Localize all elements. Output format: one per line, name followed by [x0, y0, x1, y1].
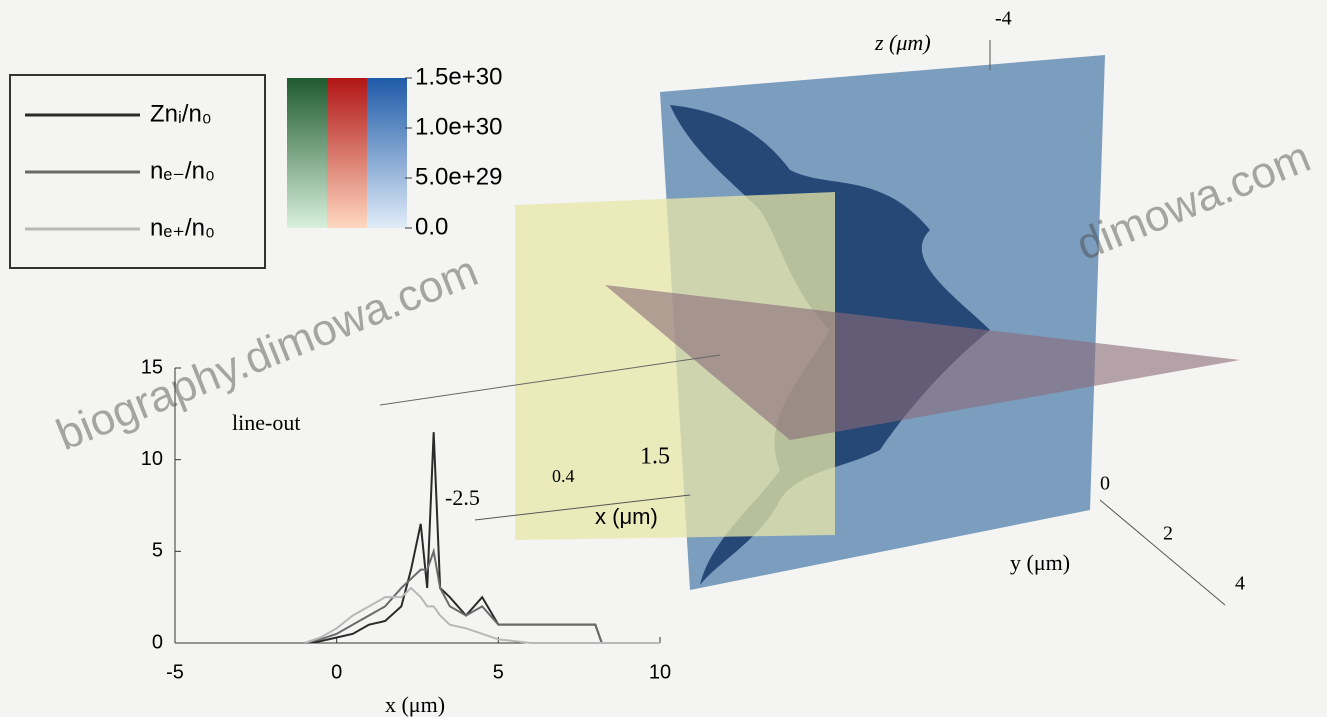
colorbar-tick-label: 1.0e+30 — [415, 113, 502, 140]
y-tick: 4 — [1235, 573, 1245, 595]
colorbar-band — [367, 78, 407, 228]
scene: z (μm) -4 y (μm) 0 2 4 x (μm) -2.5 0.4 1… — [380, 8, 1245, 605]
axis-y — [1100, 500, 1225, 605]
x-axis-label: x (μm) — [385, 692, 445, 717]
y-tick-label: 5 — [152, 540, 163, 562]
page: {"chart_data": { "type": "line", "annota… — [0, 0, 1327, 717]
colorbar-tick-label: 5.0e+29 — [415, 163, 502, 190]
z-tick: -4 — [995, 8, 1012, 30]
watermark: dimowa.com — [1070, 132, 1317, 270]
legend-label: Znᵢ/n₀ — [150, 100, 212, 127]
figure: z (μm) -4 y (μm) 0 2 4 x (μm) -2.5 0.4 1… — [0, 0, 1327, 717]
y-tick-label: 0 — [152, 631, 163, 653]
colorbar-tick-label: 1.5e+30 — [415, 63, 502, 90]
colorbar-tick-label: 0.0 — [415, 213, 448, 240]
annotation: line-out — [232, 410, 300, 435]
x-tick-3d: 1.5 — [640, 444, 670, 470]
y-tick-label: 10 — [141, 448, 163, 470]
legend-label: nₑ₊/n₀ — [150, 214, 215, 241]
x-tick-3d: -2.5 — [445, 485, 480, 510]
x-tick-label: 5 — [493, 661, 504, 683]
x-tick-label: 10 — [649, 661, 671, 683]
y-label: y (μm) — [1010, 550, 1070, 575]
x-tick-label: -5 — [166, 661, 184, 683]
z-label: z (μm) — [874, 30, 931, 55]
legend: Znᵢ/n₀ nₑ₋/n₀ nₑ₊/n₀ — [25, 100, 215, 241]
colorbar-band — [327, 78, 367, 228]
colorbar-band — [287, 78, 327, 228]
x-label-3d: x (μm) — [595, 504, 658, 529]
legend-label: nₑ₋/n₀ — [150, 157, 215, 184]
colorbar: 1.5e+30 1.0e+30 5.0e+29 0.0 — [287, 63, 502, 240]
y-tick: 0 — [1100, 473, 1110, 495]
x-tick-label: 0 — [331, 661, 342, 683]
x-tick-3d: 0.4 — [552, 466, 575, 486]
y-tick: 2 — [1163, 523, 1173, 545]
